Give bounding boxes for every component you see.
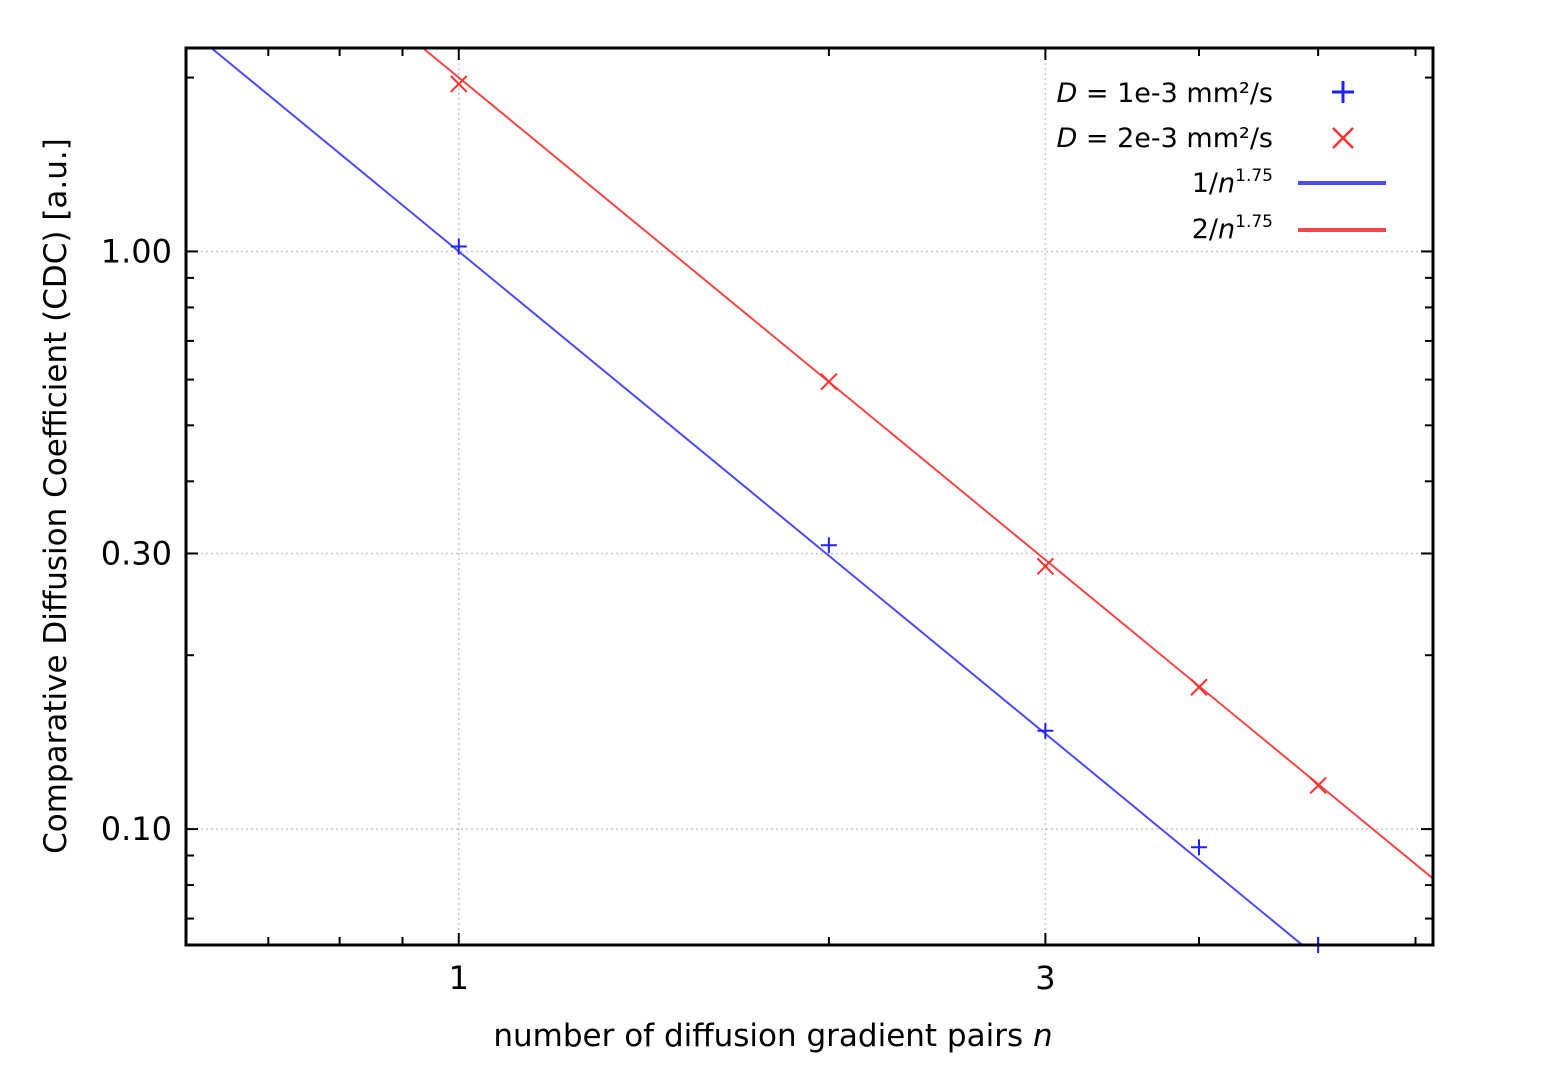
cross-marker <box>820 372 838 391</box>
legend-label-4: 2/n1.75 <box>1192 212 1273 245</box>
fit-line-1 <box>209 48 1304 945</box>
cross-marker <box>1036 557 1055 576</box>
y-tick-label: 0.30 <box>101 534 172 572</box>
plus-marker <box>1190 839 1207 856</box>
cross-marker <box>450 75 468 93</box>
tick-labels: 0.10 0.30 1.00 1 3 <box>101 232 1056 997</box>
x-tick-label: 1 <box>449 959 469 997</box>
legend-plus-marker-icon <box>1332 81 1354 103</box>
cross-marker <box>1309 776 1327 795</box>
legend-entry-3: 1/n1.75 <box>1192 166 1386 199</box>
cross-marker <box>1190 678 1208 696</box>
legend: D = 1e-3 mm²/s D = 2e-3 mm²/s 1/n1.75 2/… <box>1057 78 1386 245</box>
x-axis-label: number of diffusion gradient pairs n <box>493 1018 1052 1054</box>
y-tick-label: 1.00 <box>101 232 172 270</box>
cross-marker-b <box>1190 678 1208 696</box>
cross-marker-b <box>450 75 468 93</box>
cross-marker-b <box>820 372 838 391</box>
cross-marker-b <box>1036 557 1055 576</box>
x-tick-label: 3 <box>1035 959 1055 997</box>
plus-marker <box>450 238 467 255</box>
data-markers <box>450 75 1327 953</box>
legend-label-2: D = 2e-3 mm²/s <box>1057 123 1273 154</box>
fit-lines <box>209 48 1433 945</box>
legend-entry-1: D = 1e-3 mm²/s <box>1057 78 1354 109</box>
legend-label-1: D = 1e-3 mm²/s <box>1057 78 1273 109</box>
fit-line-2 <box>421 48 1433 880</box>
legend-entry-2: D = 2e-3 mm²/s <box>1057 123 1354 154</box>
y-axis-label: Comparative Diffusion Coefficient (CDC) … <box>38 138 74 854</box>
plus-marker <box>820 537 837 554</box>
legend-cross-marker-icon <box>1332 127 1354 149</box>
plot-frame <box>184 46 1435 947</box>
y-tick-label: 0.10 <box>101 810 172 848</box>
legend-label-3: 1/n1.75 <box>1192 166 1273 199</box>
plus-marker <box>1037 722 1054 739</box>
cross-marker-b <box>1309 776 1327 795</box>
legend-entry-4: 2/n1.75 <box>1192 212 1386 245</box>
